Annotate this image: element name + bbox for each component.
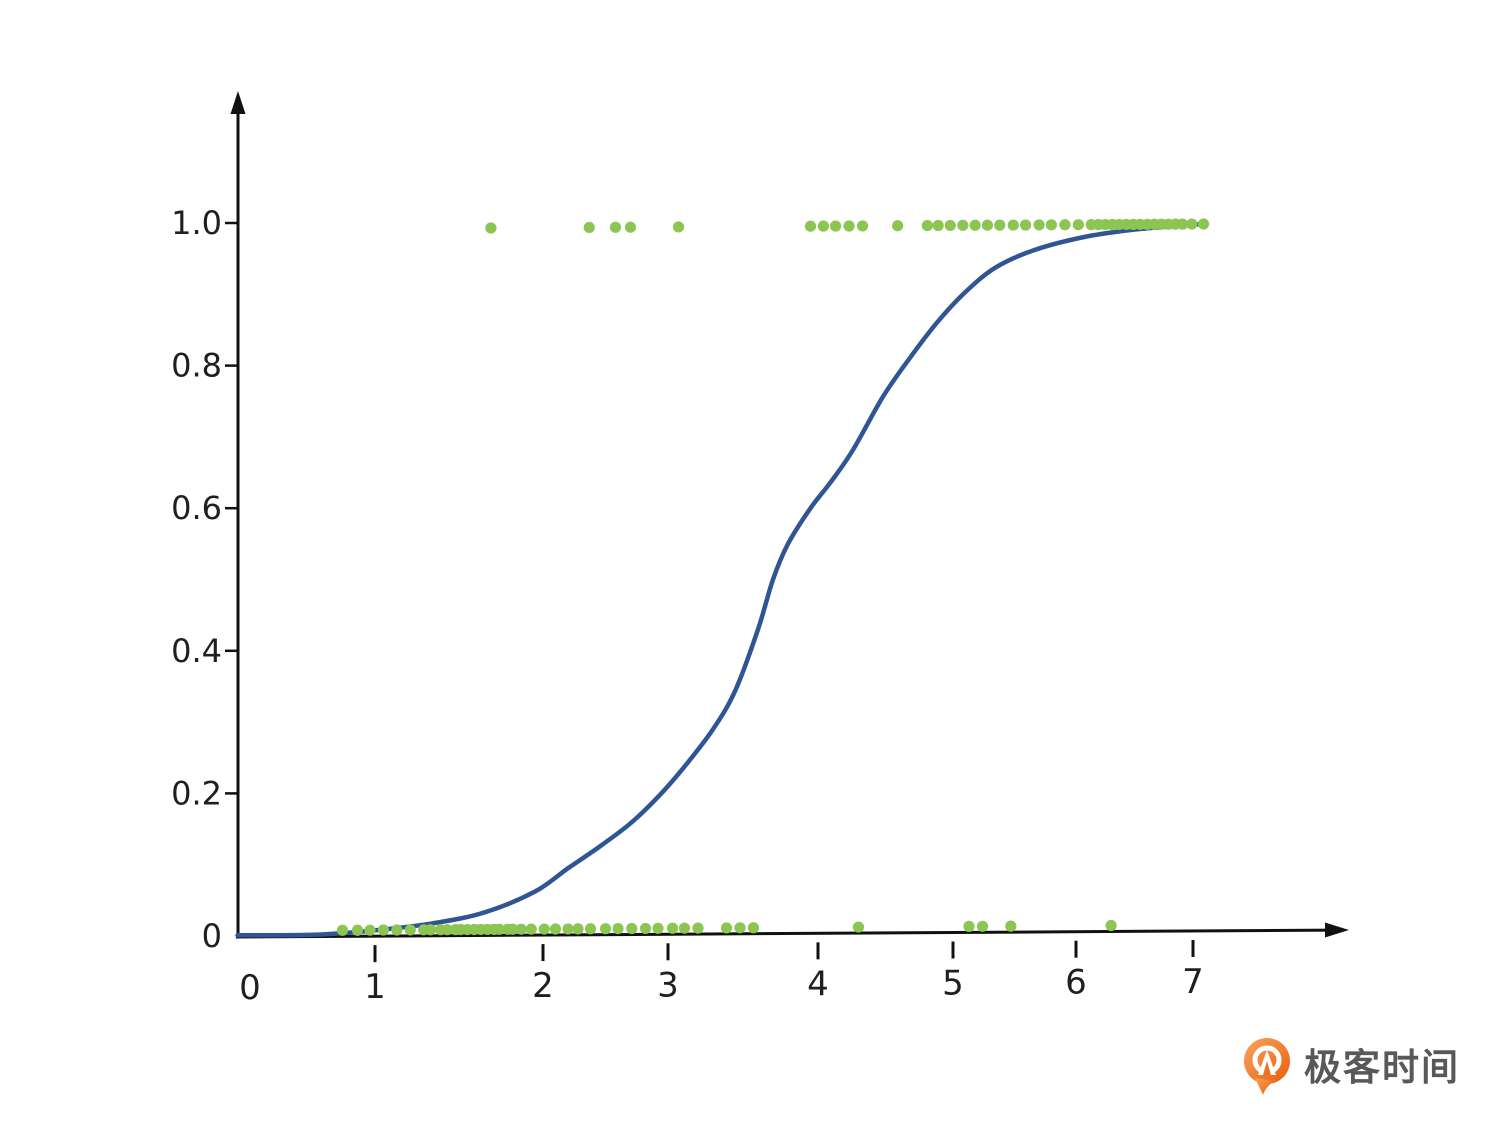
positive-class-points — [609, 221, 622, 233]
negative-class-points — [639, 922, 652, 935]
positive-class-points — [817, 220, 830, 232]
negative-class-points — [584, 923, 597, 935]
x-tick-label: 6 — [1065, 963, 1087, 1003]
positive-class-points — [932, 219, 944, 232]
negative-class-points — [364, 924, 376, 936]
y-tick-label: 1.0 — [171, 204, 222, 242]
negative-class-points — [666, 922, 679, 934]
x-tick-label: 0 — [239, 968, 261, 1008]
positive-class-points — [672, 221, 685, 233]
negative-class-points — [336, 924, 349, 936]
positive-class-points — [1072, 219, 1084, 231]
negative-class-points — [852, 921, 865, 933]
x-tick-label: 4 — [807, 964, 829, 1004]
positive-class-points — [804, 220, 817, 232]
positive-class-points — [856, 220, 869, 232]
negative-class-points — [351, 924, 364, 936]
positive-class-points — [843, 220, 855, 232]
negative-class-points — [678, 922, 691, 934]
positive-class-points — [624, 221, 637, 233]
negative-class-points — [692, 922, 704, 934]
geektime-logo-text: 极客时间 — [1304, 1045, 1460, 1089]
negative-class-points — [404, 924, 416, 936]
negative-class-points — [976, 920, 989, 932]
positive-class-points — [921, 219, 933, 232]
geektime-logo: 极客时间 — [1242, 1037, 1460, 1097]
negative-class-points — [652, 922, 664, 934]
positive-class-points — [583, 221, 595, 234]
x-tick-label: 1 — [364, 967, 386, 1007]
negative-class-points — [1105, 919, 1117, 932]
negative-class-points — [391, 924, 403, 936]
y-tick-label: 0.6 — [171, 489, 222, 527]
negative-class-points — [441, 924, 453, 936]
positive-class-points — [1045, 219, 1057, 231]
positive-class-points — [969, 219, 981, 231]
negative-class-points — [562, 923, 574, 935]
positive-class-points — [1033, 219, 1045, 231]
negative-class-points — [612, 923, 624, 935]
negative-class-points — [572, 923, 584, 935]
positive-class-points — [981, 219, 994, 231]
x-tick-label: 3 — [657, 965, 679, 1005]
x-axis-arrow-icon — [1325, 922, 1349, 938]
positive-class-points — [1176, 218, 1189, 230]
x-tick-label: 5 — [942, 963, 964, 1003]
negative-class-points — [515, 923, 527, 935]
positive-class-points — [1007, 219, 1019, 231]
negative-class-points — [747, 922, 760, 934]
negative-class-points — [599, 923, 612, 935]
negative-class-points — [734, 922, 746, 934]
positive-class-points — [1186, 218, 1198, 230]
positive-class-points — [1019, 219, 1032, 231]
y-tick-label: 0 — [202, 917, 222, 955]
negative-class-points — [963, 920, 975, 932]
positive-class-points — [1059, 219, 1071, 231]
positive-class-points — [957, 219, 969, 231]
positive-class-points — [892, 220, 904, 232]
positive-class-points — [994, 219, 1006, 231]
negative-class-points — [377, 924, 389, 936]
geektime-logo-icon — [1244, 1038, 1290, 1095]
x-tick-label: 2 — [532, 966, 554, 1006]
positive-class-points — [485, 222, 497, 234]
logistic-fit-curve — [235, 221, 1207, 938]
negative-class-points — [626, 922, 638, 935]
positive-class-points — [944, 219, 956, 232]
negative-class-points — [538, 923, 550, 935]
positive-class-points — [1197, 218, 1210, 230]
negative-class-points — [493, 923, 505, 935]
negative-class-points — [424, 924, 437, 936]
x-tick-label: 7 — [1182, 962, 1204, 1002]
positive-class-points — [829, 220, 842, 232]
y-axis-arrow-icon — [230, 91, 246, 114]
negative-class-points — [720, 922, 733, 934]
negative-class-points — [507, 923, 519, 935]
y-tick-label: 0.8 — [171, 347, 222, 385]
y-tick-label: 0.2 — [171, 774, 222, 812]
y-tick-label: 0.4 — [171, 632, 222, 670]
x-axis-line — [235, 928, 1334, 939]
negative-class-points — [1005, 920, 1017, 932]
negative-class-points — [525, 923, 537, 935]
negative-class-points — [549, 923, 562, 935]
